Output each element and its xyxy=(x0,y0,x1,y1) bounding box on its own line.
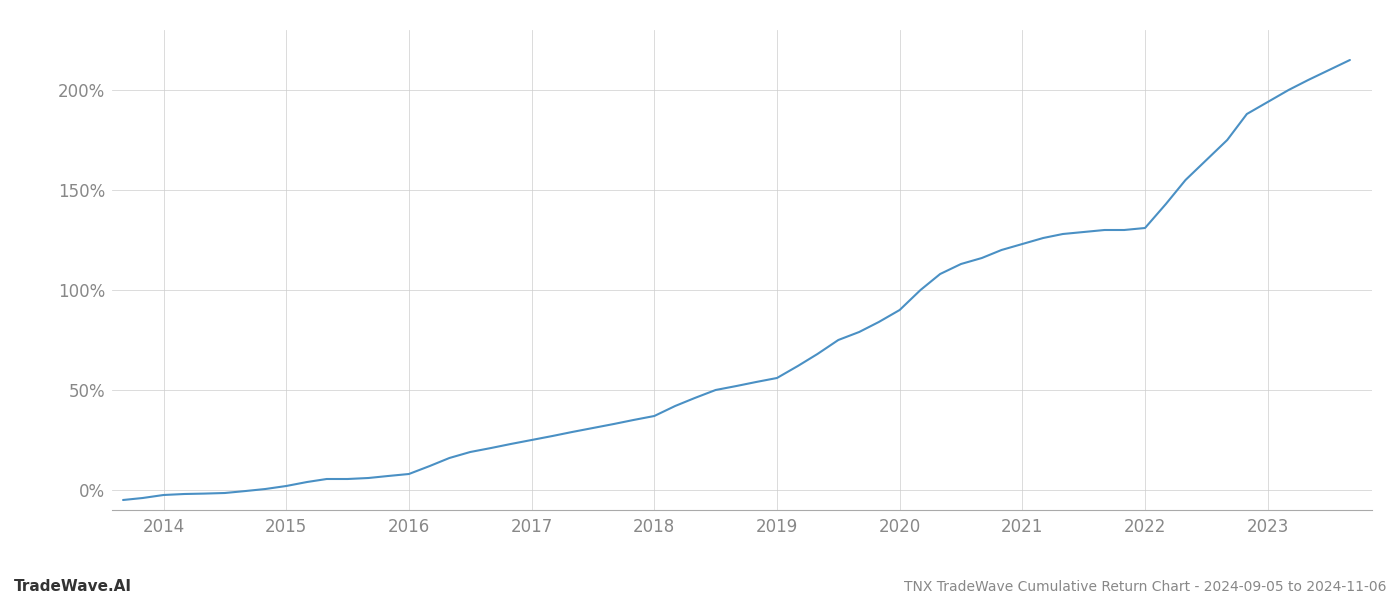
Text: TradeWave.AI: TradeWave.AI xyxy=(14,579,132,594)
Text: TNX TradeWave Cumulative Return Chart - 2024-09-05 to 2024-11-06: TNX TradeWave Cumulative Return Chart - … xyxy=(903,580,1386,594)
